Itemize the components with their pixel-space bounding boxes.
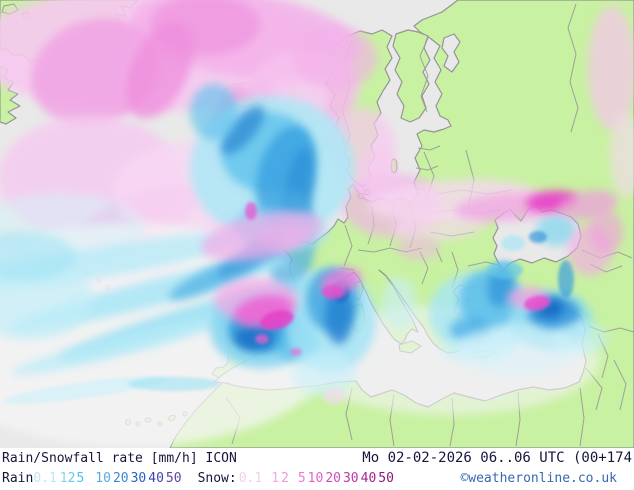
snow-cell bbox=[524, 295, 550, 311]
snow-legend-value-10: 10 bbox=[307, 471, 324, 486]
weather-map[interactable] bbox=[0, 0, 634, 448]
snow-legend-value-40: 40 bbox=[360, 471, 377, 486]
rain-legend-value-20: 20 bbox=[112, 471, 129, 486]
rain-legend-value-10: 10 bbox=[95, 471, 111, 486]
rain-cell bbox=[3, 376, 167, 404]
rain-legend-value-0.1: 0.1 bbox=[33, 471, 57, 486]
rain-cell bbox=[0, 232, 76, 280]
rain-legend-value-1: 1 bbox=[59, 471, 68, 486]
snow-legend-value-5: 5 bbox=[297, 471, 306, 486]
snow-cell bbox=[589, 210, 623, 254]
rain-legend-value-50: 50 bbox=[165, 471, 182, 486]
rain-cell bbox=[325, 288, 353, 344]
product-title: Rain/Snowfall rate [mm/h] ICON bbox=[2, 451, 237, 466]
rain-legend-value-40: 40 bbox=[148, 471, 164, 486]
snow-legend-label: Snow: bbox=[197, 471, 237, 486]
snow-legend-value-30: 30 bbox=[342, 471, 359, 486]
forecast-datetime: Mo 02-02-2026 06..06 UTC (00+174 bbox=[362, 450, 632, 466]
rain-cell bbox=[11, 317, 229, 375]
rain-cell bbox=[558, 260, 574, 298]
sea-white-sea bbox=[441, 33, 461, 73]
land-finland bbox=[392, 29, 431, 123]
snow-cell bbox=[396, 236, 440, 260]
snow-cell bbox=[255, 334, 269, 344]
map-canvas bbox=[0, 0, 634, 448]
rain-legend-value-2: 2 bbox=[67, 471, 76, 486]
snow-cell bbox=[293, 26, 377, 90]
snow-cell bbox=[257, 224, 309, 250]
snow-cell bbox=[150, 0, 260, 55]
snow-cell bbox=[588, 6, 634, 130]
rain-cell bbox=[529, 231, 547, 243]
rain-legend-value-30: 30 bbox=[130, 471, 147, 486]
snow-cell bbox=[323, 387, 345, 405]
rain-cell bbox=[221, 105, 265, 155]
precipitation-legend: Rain0.1 125 10 20 30 40 50 Snow: 0.1 1 2 5 10 20 30 40 5… bbox=[2, 471, 394, 486]
rain-legend-label: Rain bbox=[2, 471, 34, 486]
rain-cell bbox=[128, 377, 220, 391]
rain-cell bbox=[235, 326, 275, 350]
snow-legend-value-2: 2 bbox=[281, 471, 289, 486]
rain-cell bbox=[501, 235, 525, 251]
rain-cell bbox=[458, 324, 578, 376]
snow-cell bbox=[260, 310, 294, 330]
copyright-link[interactable]: ©weatheronline.co.uk bbox=[460, 471, 617, 486]
snow-cell bbox=[322, 285, 344, 299]
snow-legend-value-50: 50 bbox=[378, 471, 394, 486]
rain-cell bbox=[381, 277, 417, 329]
snow-legend-value-20: 20 bbox=[325, 471, 341, 486]
snow-cell bbox=[31, 18, 159, 126]
snow-legend-value-1: 1 bbox=[271, 471, 280, 486]
snow-cell bbox=[290, 348, 302, 356]
rain-cell bbox=[292, 352, 356, 396]
rain-cell bbox=[487, 261, 523, 279]
snow-cell bbox=[610, 113, 634, 197]
rain-legend-values: 0.1 125 10 20 30 40 50 bbox=[33, 471, 181, 486]
snow-cell bbox=[356, 148, 396, 196]
snow-layer-over bbox=[201, 190, 623, 405]
snow-legend-values: 0.1 1 2 5 10 20 30 40 50 bbox=[237, 471, 394, 486]
map-footer: Rain/Snowfall rate [mm/h] ICON Mo 02-02-… bbox=[0, 448, 634, 490]
rain-legend-value-5: 5 bbox=[76, 471, 85, 486]
rain-cell bbox=[190, 84, 238, 140]
snow-cell bbox=[245, 202, 257, 220]
snow-legend-value-0.1: 0.1 bbox=[238, 471, 263, 486]
